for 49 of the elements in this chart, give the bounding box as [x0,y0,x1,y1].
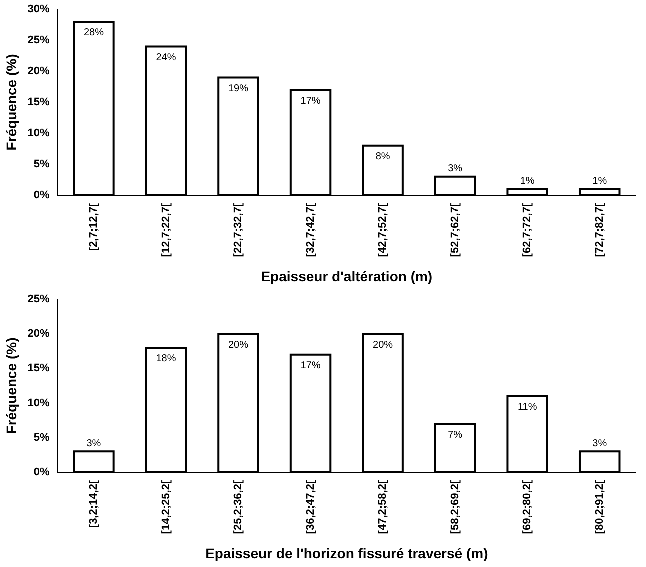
x-tick-label: [14,2;25,2[ [160,480,172,534]
y-tick-label: 25% [28,34,50,47]
data-label: 1% [520,176,535,187]
x-tick-label: [36,2;47,2[ [304,480,317,534]
data-label: 7% [448,430,463,441]
x-tick-label: [3,2;14,2[ [88,480,100,528]
x-axis-title: Epaisseur d'altération (m) [261,268,433,284]
x-tick-label: [12,7;22,7[ [160,203,172,258]
data-label: 20% [373,340,394,351]
y-axis-title: Fréquence (%) [3,338,20,434]
x-tick-label: [22,7;32,7[ [232,203,245,258]
x-tick-label: [80,2;91,2[ [594,480,606,534]
x-axis-title: Epaisseur de l'horizon fissuré traversé (m) [206,545,488,562]
data-label: 3% [592,438,608,450]
x-tick-label: [2,7;12,7[ [88,203,100,252]
data-label: 18% [156,354,176,365]
data-label: 8% [376,152,390,163]
y-tick-label: 15% [28,96,50,109]
data-label: 17% [300,96,321,107]
data-label: 24% [156,52,176,64]
x-tick-label: [72,7;82,7[ [594,203,606,258]
x-tick-label: [52,7;62,7[ [449,203,462,258]
y-tick-label: 0% [34,466,50,478]
data-label: 3% [448,164,463,175]
x-tick-label: [25,2;36,2[ [232,480,245,534]
data-label: 3% [86,438,102,450]
data-label: 19% [228,83,249,94]
y-tick-label: 25% [28,294,50,306]
y-tick-label: 0% [34,189,50,202]
y-tick-label: 20% [28,328,50,340]
data-label: 28% [84,28,104,39]
y-tick-label: 5% [34,432,50,444]
x-tick-label: [62,7;72,7[ [522,203,534,258]
y-tick-label: 10% [28,127,50,140]
x-tick-label: [32,7;42,7[ [304,203,317,258]
x-tick-label: [42,7;52,7[ [377,203,390,258]
y-tick-label: 30% [28,4,50,16]
x-tick-label: [69,2;80,2[ [522,480,534,534]
y-tick-label: 20% [28,66,50,78]
data-label: 11% [518,402,538,414]
y-tick-label: 10% [28,397,50,410]
x-tick-label: [47,2;58,2[ [377,480,390,534]
data-label: 20% [228,340,249,351]
y-tick-label: 5% [34,158,50,170]
y-tick-label: 15% [28,362,50,375]
y-axis-title: Fréquence (%) [3,54,20,151]
x-tick-label: [58,2;69,2[ [449,480,462,534]
data-label: 1% [592,176,608,187]
data-label: 17% [300,360,321,372]
